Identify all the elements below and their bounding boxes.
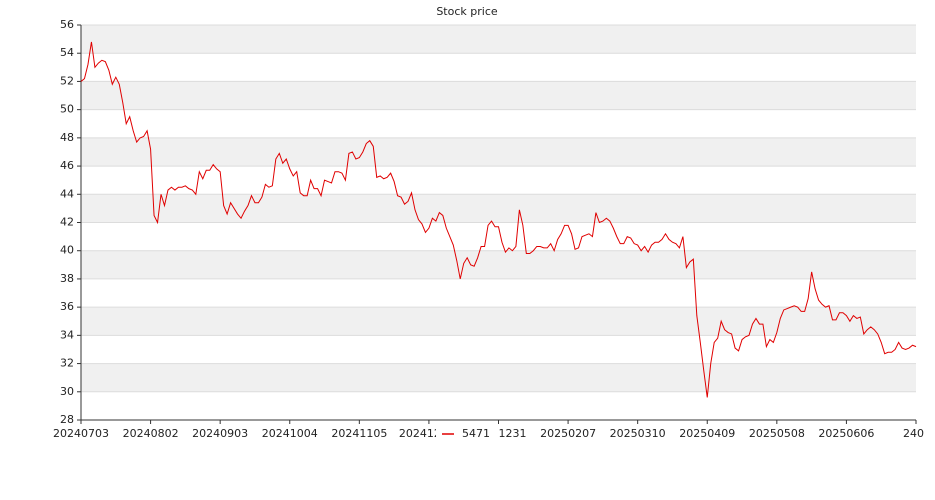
y-tick-label: 32 xyxy=(60,357,74,370)
x-tick-label: 20241105 xyxy=(331,427,387,440)
y-tick-label: 46 xyxy=(60,159,74,172)
y-tick-label: 36 xyxy=(60,300,74,313)
y-tick-label: 54 xyxy=(60,46,74,59)
x-tick-label: 20240903 xyxy=(192,427,248,440)
y-tick-label: 28 xyxy=(60,413,74,426)
y-tick-label: 52 xyxy=(60,74,74,87)
y-tick-label: 56 xyxy=(60,18,74,31)
x-tick-label: 240 xyxy=(903,427,924,440)
x-tick-label: 20250310 xyxy=(610,427,666,440)
grid-band xyxy=(81,137,916,167)
y-tick-label: 30 xyxy=(60,385,74,398)
grid-band xyxy=(81,194,916,223)
y-tick-label: 38 xyxy=(60,272,74,285)
y-tick-label: 44 xyxy=(60,187,74,200)
y-tick-label: 34 xyxy=(60,328,74,341)
x-tick-label: 20250207 xyxy=(540,427,596,440)
grid-band xyxy=(81,307,916,336)
legend-box xyxy=(436,426,494,442)
y-tick-label: 42 xyxy=(60,216,74,229)
x-tick-label: 20241004 xyxy=(262,427,318,440)
y-tick-label: 40 xyxy=(60,244,74,257)
x-tick-label: 20250508 xyxy=(749,427,805,440)
x-tick-label: 1231 xyxy=(499,427,527,440)
y-tick-label: 48 xyxy=(60,131,74,144)
legend-label: 5471 xyxy=(462,427,490,440)
x-tick-label: 202412 xyxy=(399,427,441,440)
grid-band xyxy=(81,25,916,54)
grid-band xyxy=(81,250,916,279)
x-tick-label: 20240802 xyxy=(123,427,179,440)
grid-band xyxy=(81,363,916,392)
grid-band xyxy=(81,81,916,110)
x-tick-label: 20240703 xyxy=(53,427,109,440)
x-tick-label: 20250606 xyxy=(818,427,874,440)
y-tick-label: 50 xyxy=(60,103,74,116)
line-series xyxy=(80,41,917,398)
chart-title: Stock price xyxy=(436,5,498,18)
x-tick-label: 20250409 xyxy=(679,427,735,440)
